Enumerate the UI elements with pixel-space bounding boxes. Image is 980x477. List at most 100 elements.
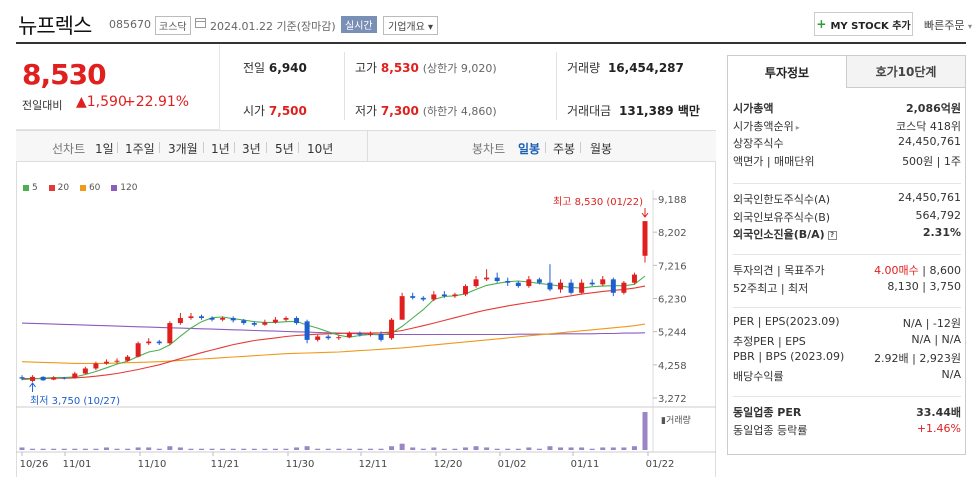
period-3y[interactable]: 3년 (242, 142, 261, 156)
volume-bar (526, 447, 532, 450)
candle-body (505, 281, 511, 283)
volume-bar (389, 446, 395, 450)
high-label: 고가 (355, 61, 378, 75)
volume-bar (272, 448, 278, 450)
candle-body (389, 319, 395, 339)
high-annotation: 최고 8,530 (01/22) (553, 196, 643, 208)
info-row-label: 외국인소진율(B/A)? (733, 226, 837, 242)
tab-invest-info[interactable]: 투자정보 (728, 56, 846, 88)
info-row: 배당수익률 N/A (733, 368, 961, 384)
volume-bar (199, 448, 205, 450)
change-value: ▲1,590 (76, 94, 127, 110)
header-divider (16, 42, 966, 44)
trade-value: 거래대금 131,389 백만 (567, 102, 700, 119)
candle-body (547, 282, 553, 290)
trade-value-label: 거래대금 (567, 104, 612, 118)
legend-ma60: 60 (88, 183, 101, 193)
period-daily[interactable]: 일봉 (518, 142, 541, 156)
stock-name: 뉴프렉스 (18, 14, 92, 38)
period-3m[interactable]: 3개월 (168, 142, 198, 156)
volume-bar (536, 448, 542, 450)
period-10y[interactable]: 10년 (307, 142, 334, 156)
x-tick-label: 11/30 (286, 459, 315, 470)
info-row-value: 2.31% (922, 226, 961, 239)
period-monthly[interactable]: 월봉 (590, 142, 613, 156)
volume-bar (410, 447, 416, 450)
help-icon[interactable]: ? (827, 230, 837, 240)
volume-bar (399, 443, 405, 450)
info-row-label: 외국인보유주식수(B) (733, 210, 831, 224)
company-overview-dropdown[interactable]: 기업개요 ▾ (383, 16, 438, 35)
legend-ma20-swatch (48, 184, 55, 191)
info-row-label: PER | EPS(2023.09) (733, 315, 840, 328)
volume-bar (336, 448, 342, 450)
candle-body (367, 333, 373, 335)
info-row: 52주최고 | 최저 8,130 | 3,750 (733, 280, 961, 296)
my-stock-add-button[interactable]: + MY STOCK 추가 (814, 12, 913, 36)
panel-divider (733, 254, 961, 255)
volume-bar (156, 448, 162, 450)
volume-bar (621, 447, 627, 450)
volume-label: ▮거래량 (661, 414, 691, 426)
info-row-value: 564,792 (915, 208, 962, 222)
volume-bar (304, 446, 310, 450)
day-high: 고가 8,530 (상한가 9,020) (355, 59, 497, 76)
volume-bar (452, 448, 458, 450)
period-1y[interactable]: 1년 (211, 142, 230, 156)
change-label: 전일대비 (22, 99, 63, 112)
candle-chart-button[interactable]: 봉차트 (472, 142, 506, 156)
chevron-right-icon[interactable]: ▸ (795, 122, 800, 132)
volume-bar (579, 447, 585, 450)
candle-body (241, 320, 247, 324)
candle-body (167, 323, 173, 344)
info-row: 시가총액순위 ▸ 코스닥 418위 (733, 118, 961, 134)
period-1d[interactable]: 1일 (95, 142, 114, 156)
period-1w[interactable]: 1주일 (125, 142, 155, 156)
candle-body (114, 360, 120, 362)
candle-body (346, 333, 352, 338)
candle-body (304, 321, 310, 340)
volume-bar (610, 447, 616, 450)
volume-bar (589, 448, 595, 450)
opinion-value: 4.00매수 (874, 264, 919, 277)
info-row: 액면가 | 매매단위 500원 | 1주 (733, 153, 961, 169)
calendar-icon (195, 18, 206, 28)
info-row: PBR | BPS (2023.09) 2.92배 | 2,923원 (733, 350, 961, 366)
info-row-label: 시가총액 (733, 102, 774, 115)
realtime-button[interactable]: 실시간 (341, 16, 377, 33)
period-weekly[interactable]: 주봉 (553, 142, 576, 156)
info-row-value: 500원 | 1주 (902, 154, 961, 168)
info-row: 외국인한도주식수(A) 24,450,761 (733, 191, 961, 207)
info-row: 외국인보유주식수(B) 564,792 (733, 209, 961, 225)
candle-body (515, 282, 521, 287)
quick-order-dropdown[interactable]: 빠른주문 ▾ (924, 17, 972, 33)
panel-divider (733, 183, 961, 184)
volume: 거래량 16,454,287 (567, 59, 684, 76)
ma5-line (21, 275, 646, 381)
candle-body (135, 343, 141, 357)
line-chart-button[interactable]: 선차트 (52, 142, 86, 156)
trade-value-value: 131,389 백만 (619, 104, 700, 118)
legend-ma120-swatch (111, 184, 118, 191)
candle-body (410, 296, 416, 298)
info-row-label: 상장주식수 (733, 137, 784, 150)
info-row: 투자의견 | 목표주가 4.00매수 | 8,600 (733, 262, 961, 278)
tab-orderbook[interactable]: 호가10단계 (846, 56, 965, 88)
period-5y[interactable]: 5년 (275, 142, 294, 156)
quick-order-label: 빠른주문 (924, 19, 965, 32)
info-row-label: 52주최고 | 최저 (733, 281, 809, 295)
x-tick-label: 12/11 (359, 459, 388, 470)
candle-body (631, 274, 637, 283)
ma120-line (21, 322, 646, 336)
info-row-value: 33.44배 (916, 406, 961, 419)
volume-bar (357, 448, 363, 450)
divider (344, 52, 345, 120)
volume-bar (188, 448, 194, 450)
candle-body (589, 282, 595, 285)
y-tick-label: 8,202 (658, 228, 687, 239)
candle-body (93, 363, 99, 369)
volume-bar (515, 448, 521, 450)
volume-bar (600, 447, 606, 450)
volume-bar (114, 448, 120, 450)
